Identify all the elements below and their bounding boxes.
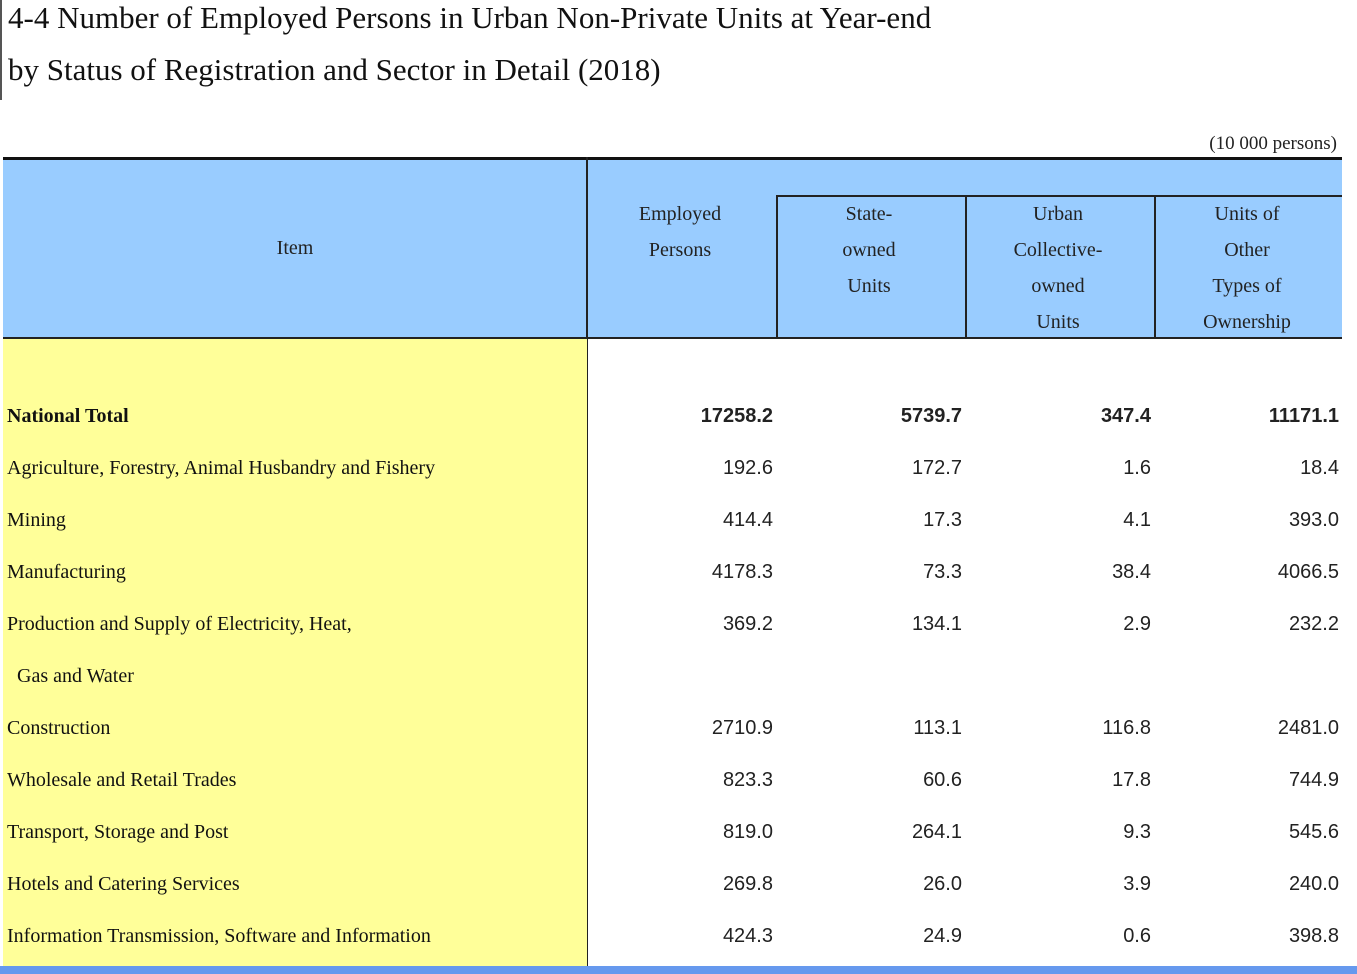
row-value: 264.1 [911, 821, 962, 843]
row-label: Information Transmission, Software and I… [7, 925, 431, 947]
header-divider-4 [1154, 195, 1156, 338]
row-value: 398.8 [1288, 925, 1339, 947]
unit-note: (10 000 persons) [1209, 133, 1337, 154]
header-collective-line-1: Urban [1033, 203, 1083, 225]
table-row: National Total 17258.2 5739.7 347.4 11171.1 [3, 390, 1342, 442]
row-value: 240.0 [1288, 873, 1339, 895]
row-value: 823.3 [722, 769, 773, 791]
row-value: 1.6 [1123, 457, 1151, 479]
row-value: 17.8 [1112, 769, 1151, 791]
row-label: Mining [7, 509, 66, 531]
row-label: National Total [7, 405, 129, 427]
table-title-line-1: 4-4 Number of Employed Persons in Urban … [8, 0, 932, 35]
header-employed-line-1: Employed [638, 203, 722, 225]
row-value: 60.6 [923, 769, 962, 791]
row-value: 26.0 [923, 873, 962, 895]
row-value: 424.3 [722, 925, 773, 947]
row-value: 232.2 [1288, 613, 1339, 635]
row-value: 4.1 [1123, 509, 1151, 531]
header-other-line-1: Units of [1214, 203, 1280, 225]
table-row: Manufacturing 4178.3 73.3 38.4 4066.5 [3, 546, 1342, 598]
header-bottom-rule [3, 337, 1342, 339]
header-other-line-4: Ownership [1203, 311, 1291, 333]
header-state-line-1: State- [845, 203, 893, 225]
header-state-owned-units: State- owned Units [776, 196, 962, 304]
row-label: Gas and Water [17, 665, 134, 687]
table-row: Agriculture, Forestry, Animal Husbandry … [3, 442, 1342, 494]
header-other-ownership-units: Units of Other Types of Ownership [1154, 196, 1340, 340]
header-group-rule [776, 195, 1342, 197]
item-column-divider [586, 157, 588, 974]
row-value: 3.9 [1123, 873, 1151, 895]
bottom-scroll-strip [0, 966, 1357, 974]
header-divider-3 [965, 195, 967, 338]
header-employed-persons: Employed Persons [587, 196, 773, 268]
header-collective-line-2: Collective- [1013, 239, 1103, 261]
row-value: 38.4 [1112, 561, 1151, 583]
row-value: 269.8 [722, 873, 773, 895]
row-value: 4178.3 [711, 561, 773, 583]
header-other-line-2: Other [1224, 239, 1270, 261]
row-value: 2710.9 [711, 717, 773, 739]
row-label: Construction [7, 717, 111, 739]
row-value: 414.4 [722, 509, 773, 531]
row-value: 134.1 [911, 613, 962, 635]
header-other-line-3: Types of [1212, 275, 1282, 297]
row-value: 24.9 [923, 925, 962, 947]
row-value: 9.3 [1123, 821, 1151, 843]
row-value: 172.7 [911, 457, 962, 479]
row-value: 2481.0 [1277, 717, 1339, 739]
row-label: Transport, Storage and Post [7, 821, 229, 843]
table-row: Construction 2710.9 113.1 116.8 2481.0 [3, 702, 1342, 754]
header-collective-line-3: owned [1031, 275, 1085, 297]
row-label: Manufacturing [7, 561, 126, 583]
row-value: 347.4 [1100, 405, 1151, 427]
row-label: Agriculture, Forestry, Animal Husbandry … [7, 457, 436, 479]
table-row: Information Transmission, Software and I… [3, 910, 1342, 962]
header-employed-line-2: Persons [648, 239, 712, 261]
row-value: 369.2 [722, 613, 773, 635]
header-urban-collective-owned-units: Urban Collective- owned Units [965, 196, 1151, 340]
row-value: 5739.7 [900, 405, 962, 427]
row-label: Hotels and Catering Services [7, 873, 240, 895]
table-header: Item Employed Persons State- owned Units… [3, 160, 1342, 338]
row-value: 393.0 [1288, 509, 1339, 531]
row-value: 17.3 [923, 509, 962, 531]
table-title-line-2: by Status of Registration and Sector in … [8, 52, 661, 87]
header-state-line-2: owned [842, 239, 896, 261]
row-value: 17258.2 [700, 405, 773, 427]
header-item: Item [276, 237, 314, 259]
item-column-background [3, 339, 587, 974]
header-collective-line-4: Units [1036, 311, 1080, 333]
row-value: 18.4 [1300, 457, 1339, 479]
table-top-rule [3, 157, 1342, 160]
row-value: 73.3 [923, 561, 962, 583]
row-value: 2.9 [1123, 613, 1151, 635]
row-value: 113.1 [913, 717, 962, 739]
row-value: 545.6 [1288, 821, 1339, 843]
table-row: Hotels and Catering Services 269.8 26.0 3.9… [3, 858, 1342, 910]
row-value: 4066.5 [1277, 561, 1339, 583]
table-row: Gas and Water [3, 650, 1342, 702]
row-value: 116.8 [1102, 717, 1151, 739]
header-state-line-3: Units [847, 275, 891, 297]
row-label: Wholesale and Retail Trades [7, 769, 237, 791]
left-edge-bar [0, 0, 2, 100]
table-row: Transport, Storage and Post 819.0 264.1 9.3… [3, 806, 1342, 858]
row-value: 819.0 [722, 821, 773, 843]
row-label: Production and Supply of Electricity, He… [7, 613, 352, 635]
row-value: 744.9 [1288, 769, 1339, 791]
row-value: 0.6 [1123, 925, 1151, 947]
row-value: 192.6 [722, 457, 773, 479]
header-divider-2 [776, 195, 778, 338]
row-value: 11171.1 [1268, 405, 1339, 427]
table-row: Mining 414.4 17.3 4.1 393.0 [3, 494, 1342, 546]
table-row: Production and Supply of Electricity, He… [3, 598, 1342, 650]
table-row: Wholesale and Retail Trades 823.3 60.6 17.8… [3, 754, 1342, 806]
